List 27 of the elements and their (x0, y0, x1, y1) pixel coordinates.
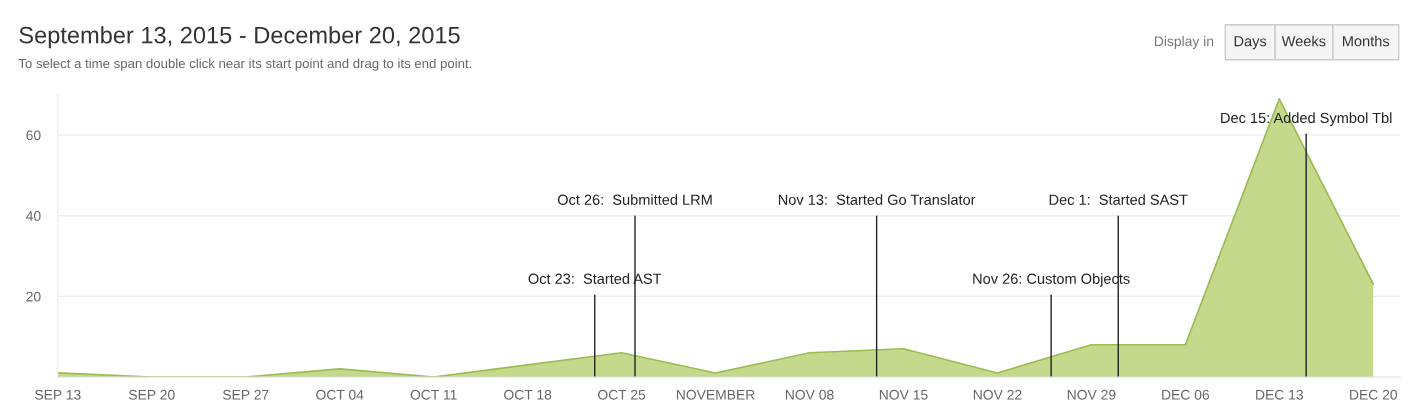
x-tick-label: OCT 04 (316, 389, 364, 400)
x-tick-label: NOV 29 (1067, 389, 1116, 400)
ref-line-label: Dec 1: Started SAST (1049, 194, 1188, 205)
text: Weeks (1281, 35, 1326, 47)
text: Days (1234, 36, 1267, 50)
x-tick-label: NOV 22 (973, 389, 1022, 400)
x-tick-label: NOV 15 (879, 389, 928, 400)
x-tick-label: NOV 08 (785, 389, 834, 400)
x-tick-label: DEC 20 (1350, 389, 1398, 400)
text: Display in (1154, 35, 1214, 49)
x-tick-label: SEP 27 (222, 389, 269, 400)
y-tick-label: 40 (26, 211, 41, 221)
x-tick-label: DEC 13 (1256, 389, 1304, 400)
ref-line-label: Oct 26: Submitted LRM (557, 194, 712, 205)
x-tick-label: OCT 11 (410, 389, 457, 400)
chart-subtitle: To select a time span double click near its start point and drag to its end point. (18, 58, 472, 71)
x-tick-label: SEP 13 (35, 389, 81, 400)
x-tick-label: SEP 20 (128, 389, 175, 400)
chart-title: September 13, 2015 - December 20, 2015 (19, 26, 460, 49)
y-tick-label: 60 (26, 130, 41, 141)
x-tick-label: OCT 18 (504, 389, 552, 400)
ref-line-label: Nov 13: Started Go Translator (778, 194, 976, 205)
x-tick-label: NOVEMBER (676, 389, 755, 400)
x-tick-label: OCT 25 (598, 389, 646, 400)
y-tick-label: 20 (26, 291, 41, 302)
text: Months (1343, 35, 1390, 47)
x-tick-label: DEC 06 (1162, 389, 1210, 400)
